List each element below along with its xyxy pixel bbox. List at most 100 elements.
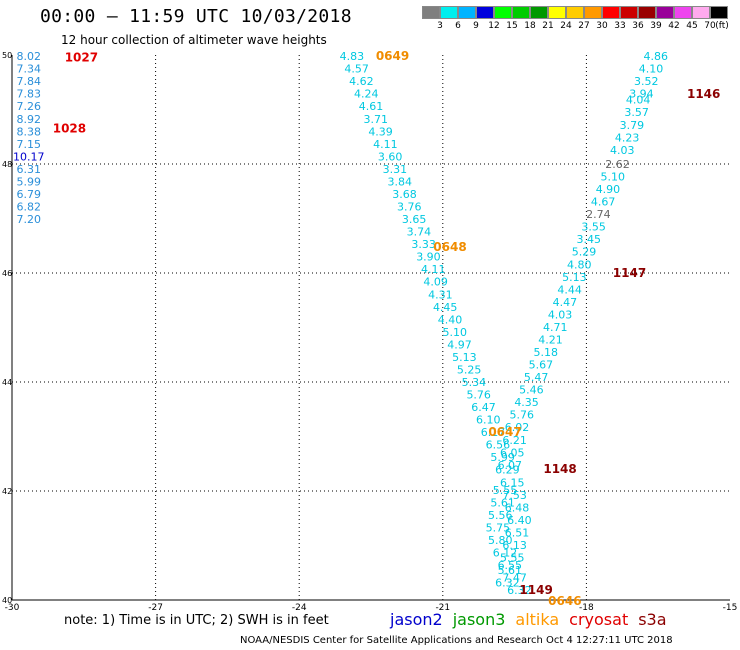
swh-point: 5.10 [443,326,468,339]
time-label: 1027 [65,51,98,65]
swh-point: 4.40 [438,313,463,326]
page-subtitle: 12 hour collection of altimeter wave hei… [61,33,327,47]
colorbar-tick-label: 42 [668,21,680,31]
time-label: 0648 [433,240,466,254]
colorbar-tick-label: 12 [488,21,500,31]
swh-point: 4.39 [368,125,393,138]
swh-point: 7.47 [502,572,527,585]
swh-point: 3.31 [383,163,408,176]
swh-point: 5.13 [452,351,477,364]
x-tick-label: -30 [5,603,20,613]
swh-point: 4.11 [373,138,398,151]
swh-point: 6.13 [502,539,527,552]
colorbar-unit-label: (ft) [715,21,729,31]
swh-point: 3.76 [397,201,422,214]
swh-point: 6.55 [498,559,523,572]
swh-point: 4.44 [557,283,582,296]
swh-point: 3.68 [392,188,417,201]
swh-point: 6.12 [493,547,518,560]
x-tick-label: -21 [435,603,450,613]
credit-line: NOAA/NESDIS Center for Satellite Applica… [240,635,673,646]
colorbar-swatch [476,6,494,19]
swh-point: 7.83 [17,88,42,101]
swh-point: 4.03 [610,144,635,157]
swh-point: 4.09 [423,276,448,289]
swh-point: 7.53 [502,489,527,502]
time-label: 0647 [488,425,521,439]
x-tick-label: -15 [723,603,738,613]
swh-point: 5.67 [529,359,554,372]
footnote: note: 1) Time is in UTC; 2) SWH is in fe… [64,613,329,628]
swh-point: 6.32 [495,577,520,590]
swh-point: 3.84 [387,175,412,188]
swh-point: 5.99 [17,175,42,188]
swh-point: 6.07 [498,459,523,472]
satellite-legend: jason2 jason3 altika cryosat s3a [390,610,677,629]
y-tick-label: 42 [2,487,12,496]
colorbar-tick-label: 70 [704,21,716,31]
swh-point: 3.57 [624,106,649,119]
swh-point: 4.97 [447,338,472,351]
swh-point: 6.48 [505,501,530,514]
swh-point: 6.56 [486,439,511,452]
swh-point: 5.61 [490,496,515,509]
colorbar-tick-label: 39 [650,21,662,31]
swh-point: 4.61 [359,100,384,113]
swh-point: 6.29 [495,464,520,477]
colorbar-swatch [602,6,620,19]
legend-item: altika [515,610,560,629]
swh-point: 5.76 [466,389,491,402]
swh-point: 5.55 [500,551,525,564]
legend-item: jason3 [452,610,506,629]
swh-point: 6.21 [502,434,527,447]
y-tick-label: 46 [2,269,12,278]
swh-point: 7.26 [17,100,42,113]
swh-point: 3.90 [416,251,441,264]
swh-point: 5.80 [488,534,513,547]
colorbar-tick-label: 21 [542,21,554,31]
swh-point: 6.02 [505,421,530,434]
swh-point: 6.15 [500,476,525,489]
swh-point: 4.47 [553,296,578,309]
swh-point: 4.45 [433,301,458,314]
swh-point: 5.75 [486,522,511,535]
swh-point: 5.34 [462,376,487,389]
x-tick-label: -18 [579,603,594,613]
swh-point: 5.47 [524,371,549,384]
swh-point: 7.15 [17,138,42,151]
swh-point: 4.10 [639,63,664,76]
swh-point: 6.47 [471,401,496,414]
colorbar-tick-label: 6 [455,21,461,31]
colorbar-tick-label: 18 [524,21,536,31]
colorbar-swatch [638,6,656,19]
colorbar-tick-label: 15 [506,21,518,31]
swh-point: 7.34 [17,63,42,76]
swh-point: 3.33 [411,238,436,251]
swh-point: 4.04 [626,94,651,107]
time-label: 1146 [687,87,720,101]
colorbar-swatch [620,6,638,19]
swh-point: 5.61 [498,564,523,577]
colorbar-swatch [584,6,602,19]
y-tick-label: 44 [2,378,12,387]
swh-point: 5.13 [562,271,587,284]
y-tick-label: 48 [2,160,12,169]
swh-point: 5.10 [600,171,625,184]
swh-point: 8.02 [17,50,42,63]
swh-point: 3.60 [378,150,403,163]
time-label: 0646 [548,594,581,608]
legend-item: cryosat [569,610,629,629]
swh-point: 5.46 [519,384,544,397]
y-tick-label: 40 [2,596,12,605]
colorbar-swatch [566,6,584,19]
swh-point: 4.21 [538,333,563,346]
swh-point: 3.52 [634,75,659,88]
colorbar-swatch [512,6,530,19]
colorbar-swatch [530,6,548,19]
time-label: 1147 [613,266,646,280]
swh-point: 4.67 [591,196,616,209]
swh-point: 3.79 [620,119,645,132]
swh-point: 5.29 [572,246,597,259]
swh-point: 6.79 [17,188,42,201]
x-tick-label: -27 [148,603,163,613]
